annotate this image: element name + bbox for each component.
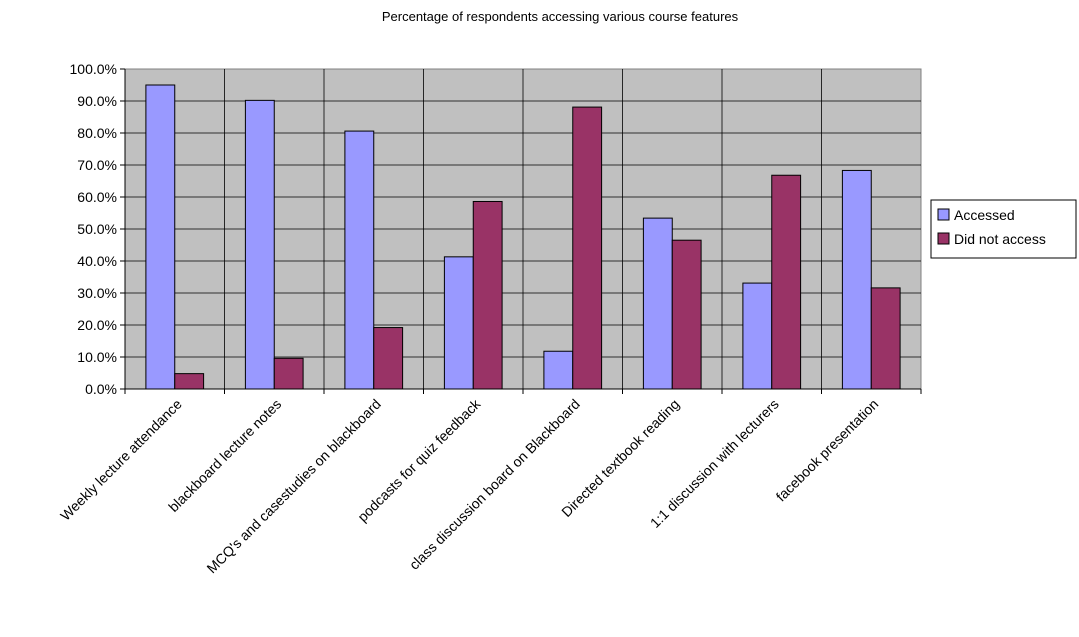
y-tick-label: 10.0% <box>77 349 117 365</box>
y-tick-label: 70.0% <box>77 157 117 173</box>
y-tick-label: 50.0% <box>77 221 117 237</box>
bar-accessed <box>344 130 375 390</box>
legend-label: Accessed <box>954 207 1015 223</box>
bar-accessed <box>742 282 773 390</box>
legend: Accessed Did not access <box>930 199 1077 259</box>
bar-did-not-access <box>771 174 802 390</box>
bar-accessed <box>145 84 176 390</box>
bar-did-not-access <box>671 239 702 390</box>
x-category-label: class discussion board on Blackboard <box>406 396 583 573</box>
chart-title: Percentage of respondents accessing vari… <box>382 9 739 24</box>
bar-did-not-access <box>472 200 503 390</box>
bar-did-not-access <box>373 327 404 390</box>
y-tick-label: 80.0% <box>77 125 117 141</box>
legend-swatch-accessed <box>937 208 950 221</box>
y-tick-label: 60.0% <box>77 189 117 205</box>
x-category-label: MCQ's and casestudies on blackboard <box>203 396 383 576</box>
bar-did-not-access <box>174 373 205 390</box>
y-tick-label: 0.0% <box>85 381 117 397</box>
y-tick-label: 30.0% <box>77 285 117 301</box>
legend-label: Did not access <box>954 231 1046 247</box>
legend-swatch-did-not-access <box>937 232 950 245</box>
bar-accessed <box>642 217 673 390</box>
y-tick-label: 40.0% <box>77 253 117 269</box>
bar-accessed <box>543 350 574 390</box>
bar-did-not-access <box>870 287 901 390</box>
legend-box <box>930 199 1077 259</box>
x-category-label: blackboard lecture notes <box>165 396 284 515</box>
y-tick-label: 90.0% <box>77 93 117 109</box>
bars <box>145 84 901 390</box>
bar-did-not-access <box>572 106 603 390</box>
bar-did-not-access <box>273 357 304 390</box>
y-tick-label: 100.0% <box>70 61 117 77</box>
bar-accessed <box>244 99 275 390</box>
bar-accessed <box>841 169 872 390</box>
x-category-label: facebook presentation <box>773 396 882 505</box>
y-axis: 0.0% 10.0% 20.0% 30.0% 40.0% 50.0% 60.0% 70.0% 8… <box>70 61 126 397</box>
bar-accessed <box>443 256 474 390</box>
y-tick-label: 20.0% <box>77 317 117 333</box>
